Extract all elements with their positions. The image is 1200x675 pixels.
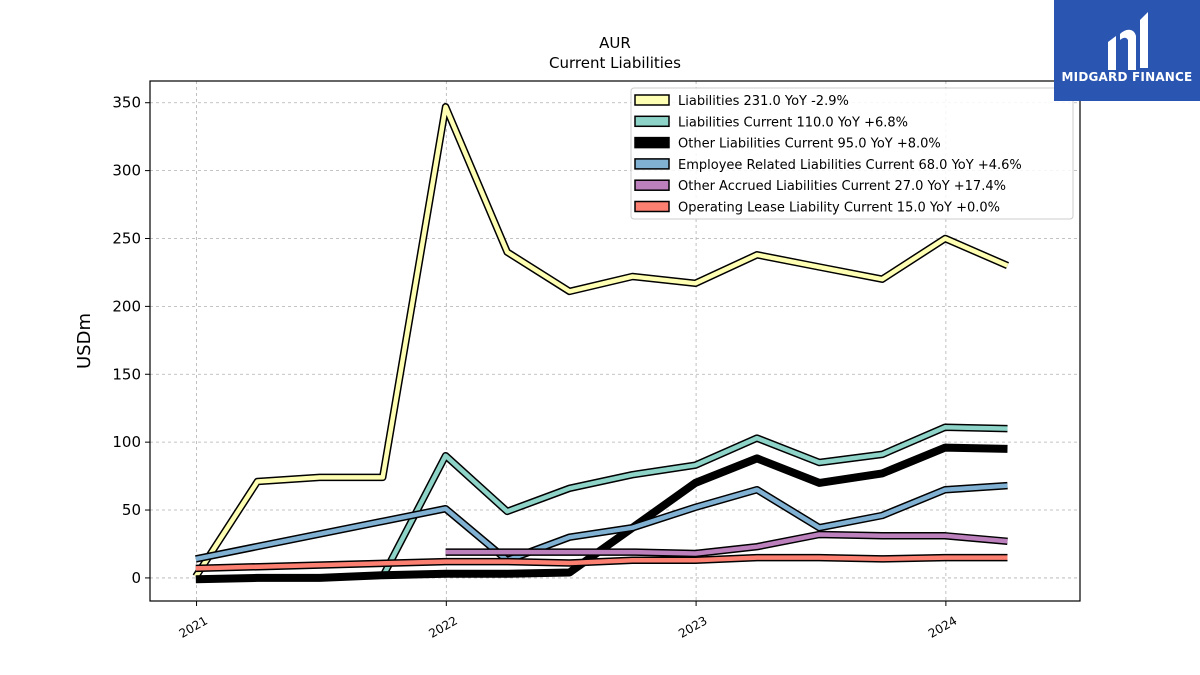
y-tick-label: 200: [112, 297, 141, 315]
legend-entry: Liabilities 231.0 YoY -2.9%: [678, 94, 849, 109]
legend-swatch: [634, 158, 670, 170]
y-axis-label: USDm: [74, 313, 95, 369]
series-stroke: [195, 483, 1008, 563]
chart-subtitle: Current Liabilities: [549, 54, 681, 72]
series-line-5: [445, 530, 1008, 558]
legend-entry: Liabilities Current 110.0 YoY +6.8%: [678, 115, 908, 130]
series-stroke: [380, 424, 1008, 578]
y-tick-label: 350: [112, 94, 141, 112]
legend-entry: Other Accrued Liabilities Current 27.0 Y…: [678, 179, 1006, 194]
legend-entry: Employee Related Liabilities Current 68.…: [678, 158, 1022, 173]
series-line-2: [379, 423, 1008, 579]
y-tick-label: 300: [112, 162, 141, 180]
chart-title: AUR: [599, 34, 631, 52]
series-line-6: [195, 553, 1008, 573]
series-stroke: [445, 532, 1008, 556]
legend-entry: Other Liabilities Current 95.0 YoY +8.0%: [678, 137, 941, 152]
brand-logo-mark-icon: [1108, 12, 1148, 70]
legend-entry: Operating Lease Liability Current 15.0 Y…: [678, 201, 1000, 216]
plot-frame: [149, 80, 1081, 602]
y-tick-label: 50: [122, 501, 141, 519]
series-stroke: [195, 555, 1008, 571]
brand-name: MIDGARD FINANCE: [1061, 70, 1193, 84]
legend-swatch: [634, 115, 670, 128]
legend-box: [630, 87, 1074, 220]
y-tick-label: 250: [112, 229, 141, 247]
brand-logo: MIDGARD FINANCE: [1054, 0, 1200, 101]
series-line-1: [192, 103, 1009, 579]
series-stroke: [193, 104, 1009, 578]
legend-swatch: [634, 94, 670, 106]
y-tick-label: 100: [112, 433, 141, 451]
series-line-4: [195, 481, 1008, 565]
legend: Liabilities 231.0 YoY -2.9% Liabilities C…: [630, 87, 1074, 220]
legend-swatch: [634, 136, 670, 149]
legend-swatch: [634, 200, 670, 213]
y-tick-label: 0: [131, 569, 141, 587]
legend-swatch: [634, 179, 670, 191]
y-tick-label: 150: [112, 365, 141, 383]
